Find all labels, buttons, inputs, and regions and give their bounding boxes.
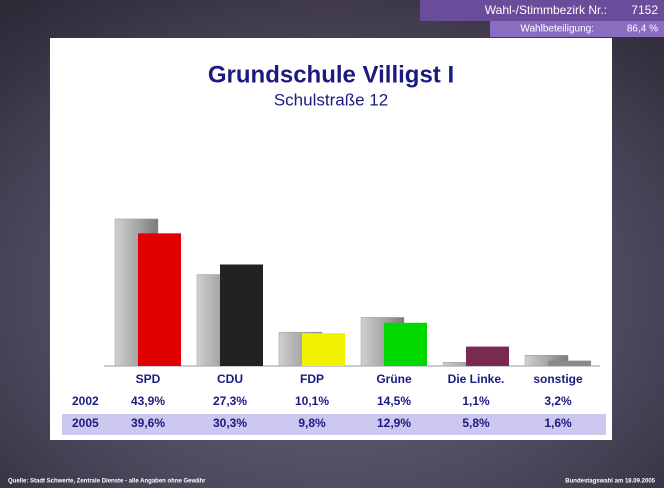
- district-number: 7152: [631, 3, 658, 17]
- category-label: SPD: [136, 372, 161, 386]
- value-label: 9,8%: [298, 416, 326, 430]
- value-label: 5,8%: [462, 416, 490, 430]
- value-label: 1,1%: [462, 394, 490, 408]
- chart-title: Grundschule Villigst I: [208, 61, 454, 88]
- value-label: 3,2%: [544, 394, 572, 408]
- source: Quelle: Stadt Schwerte, Zentrale Dienste…: [8, 479, 206, 485]
- turnout-band: [490, 21, 664, 37]
- value-label: 43,9%: [131, 394, 165, 408]
- value-label: 27,3%: [213, 394, 247, 408]
- category-label: Die Linke.: [448, 372, 505, 386]
- turnout-label: Wahlbeteiligung:: [520, 24, 594, 35]
- bar: [302, 333, 345, 366]
- category-label: CDU: [217, 372, 243, 386]
- value-label: 14,5%: [377, 394, 411, 408]
- value-label: 1,6%: [544, 416, 572, 430]
- district-label: Wahl-/Stimmbezirk Nr.:: [485, 3, 607, 17]
- category-label: FDP: [300, 372, 324, 386]
- value-label: 10,1%: [295, 394, 329, 408]
- district-band: [420, 0, 664, 21]
- row-label: 2002: [72, 394, 99, 408]
- category-label: Grüne: [376, 372, 412, 386]
- value-label: 30,3%: [213, 416, 247, 430]
- row-highlight: [62, 414, 606, 435]
- value-label: 39,6%: [131, 416, 165, 430]
- bar: [384, 322, 427, 366]
- value-label: 12,9%: [377, 416, 411, 430]
- bar: [138, 233, 181, 366]
- election: Bundestagswahl am 18.09.2005: [565, 479, 655, 485]
- bar: [548, 360, 591, 366]
- turnout-value: 86,4 %: [627, 24, 658, 35]
- bar: [220, 264, 263, 366]
- bar: [466, 346, 509, 366]
- bar: [524, 355, 569, 367]
- chart-subtitle: Schulstraße 12: [274, 90, 388, 109]
- category-label: sonstige: [533, 372, 583, 386]
- row-label: 2005: [72, 416, 99, 430]
